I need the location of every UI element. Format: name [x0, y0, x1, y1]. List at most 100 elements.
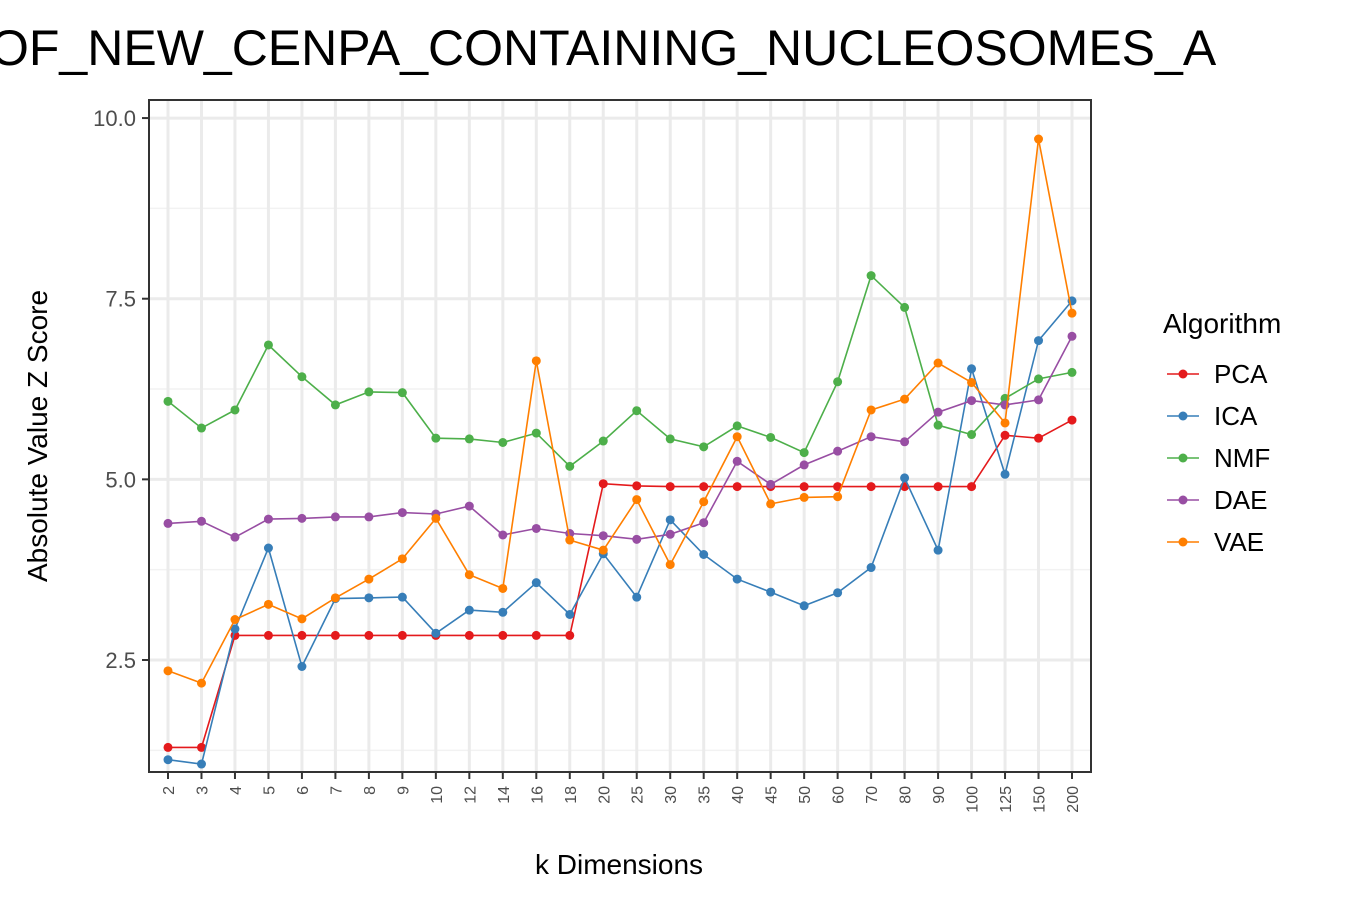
- data-point-ica: [565, 609, 575, 619]
- y-tick-label: 5.0: [105, 467, 136, 492]
- y-tick-label: 7.5: [105, 287, 136, 312]
- legend-label: NMF: [1214, 443, 1270, 473]
- legend-key-point: [1178, 453, 1188, 463]
- data-point-vae: [598, 545, 608, 555]
- data-point-dae: [498, 530, 508, 540]
- data-point-nmf: [464, 434, 474, 444]
- legend-key-point: [1178, 411, 1188, 421]
- data-point-ica: [464, 605, 474, 615]
- data-point-pca: [464, 630, 474, 640]
- data-point-vae: [766, 499, 776, 509]
- data-point-ica: [632, 592, 642, 602]
- data-point-dae: [699, 518, 709, 528]
- data-point-nmf: [699, 442, 709, 452]
- data-point-pca: [598, 479, 608, 489]
- data-point-ica: [866, 563, 876, 573]
- data-point-ica: [967, 364, 977, 374]
- data-point-dae: [297, 513, 307, 523]
- data-point-nmf: [397, 388, 407, 398]
- data-point-pca: [330, 630, 340, 640]
- series-line-pca: [168, 419, 1073, 749]
- series-dae: [163, 331, 1077, 544]
- data-point-pca: [364, 630, 374, 640]
- data-point-nmf: [565, 461, 575, 471]
- data-point-dae: [230, 532, 240, 542]
- data-point-pca: [163, 742, 173, 752]
- data-point-ica: [799, 601, 809, 611]
- data-point-vae: [967, 378, 977, 388]
- data-point-nmf: [297, 372, 307, 382]
- data-point-ica: [297, 662, 307, 672]
- legend-key-point: [1178, 537, 1188, 547]
- data-point-nmf: [364, 387, 374, 397]
- data-point-vae: [833, 492, 843, 502]
- data-point-nmf: [196, 423, 206, 433]
- data-point-nmf: [330, 400, 340, 410]
- x-tick-label: 80: [898, 786, 915, 804]
- data-point-vae: [699, 497, 709, 507]
- data-point-dae: [766, 479, 776, 489]
- data-point-nmf: [799, 448, 809, 458]
- data-point-pca: [699, 482, 709, 492]
- x-tick-label: 7: [328, 786, 345, 795]
- data-point-dae: [531, 523, 541, 533]
- y-tick-label: 10.0: [93, 106, 136, 131]
- data-point-vae: [1067, 308, 1077, 318]
- data-point-pca: [263, 630, 273, 640]
- data-point-nmf: [163, 396, 173, 406]
- data-point-vae: [431, 513, 441, 523]
- data-point-dae: [397, 508, 407, 518]
- legend-items: PCA ICA NMF DAE VAE: [1167, 359, 1270, 557]
- data-point-dae: [665, 529, 675, 539]
- data-point-pca: [665, 482, 675, 492]
- data-point-ica: [900, 473, 910, 483]
- data-point-vae: [799, 492, 809, 502]
- data-point-vae: [498, 583, 508, 593]
- data-point-ica: [531, 578, 541, 588]
- data-point-nmf: [498, 438, 508, 448]
- data-point-vae: [565, 535, 575, 545]
- legend-item-pca: PCA: [1167, 359, 1268, 389]
- series-vae: [163, 134, 1077, 688]
- data-point-nmf: [632, 406, 642, 416]
- data-point-nmf: [732, 421, 742, 431]
- data-point-nmf: [766, 432, 776, 442]
- legend-item-ica: ICA: [1167, 401, 1258, 431]
- data-point-ica: [431, 628, 441, 638]
- data-point-nmf: [531, 428, 541, 438]
- data-point-pca: [632, 481, 642, 491]
- x-tick-label: 40: [730, 786, 747, 804]
- legend-key-point: [1178, 369, 1188, 379]
- x-tick-label: 25: [630, 786, 647, 804]
- data-point-pca: [967, 482, 977, 492]
- data-point-vae: [866, 405, 876, 415]
- x-tick-label: 30: [663, 786, 680, 804]
- series-line-nmf: [167, 274, 1073, 468]
- data-point-vae: [1034, 134, 1044, 144]
- data-point-ica: [933, 545, 943, 555]
- data-point-nmf: [866, 271, 876, 281]
- legend-item-nmf: NMF: [1167, 443, 1270, 473]
- data-point-nmf: [598, 436, 608, 446]
- data-point-ica: [665, 515, 675, 525]
- x-tick-label: 18: [563, 786, 580, 804]
- data-point-dae: [598, 531, 608, 541]
- legend-item-dae: DAE: [1167, 485, 1267, 515]
- x-tick-label: 3: [194, 786, 211, 795]
- x-axis: 2 3 4 5 6 7 8 9 10 12 14 16 18 20 25 30 35 40 45 50 60 70 80 90…: [161, 772, 1082, 813]
- data-point-vae: [163, 666, 173, 676]
- x-tick-label: 45: [764, 786, 781, 804]
- data-point-vae: [297, 614, 307, 624]
- series-line-ica: [167, 300, 1073, 765]
- data-point-vae: [464, 570, 474, 580]
- data-point-ica: [230, 624, 240, 634]
- x-tick-label: 8: [362, 786, 379, 795]
- data-point-dae: [632, 534, 642, 544]
- legend-title: Algorithm: [1163, 308, 1281, 339]
- data-point-pca: [1034, 433, 1044, 443]
- data-point-ica: [498, 607, 508, 617]
- data-point-pca: [799, 482, 809, 492]
- data-point-dae: [866, 432, 876, 442]
- data-point-nmf: [967, 430, 977, 440]
